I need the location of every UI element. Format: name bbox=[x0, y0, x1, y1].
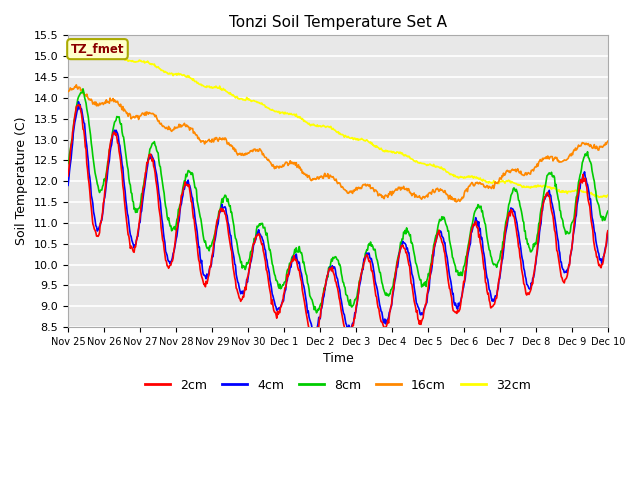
Legend: 2cm, 4cm, 8cm, 16cm, 32cm: 2cm, 4cm, 8cm, 16cm, 32cm bbox=[140, 374, 536, 397]
Title: Tonzi Soil Temperature Set A: Tonzi Soil Temperature Set A bbox=[229, 15, 447, 30]
X-axis label: Time: Time bbox=[323, 352, 353, 365]
Text: TZ_fmet: TZ_fmet bbox=[71, 43, 124, 56]
Y-axis label: Soil Temperature (C): Soil Temperature (C) bbox=[15, 117, 28, 245]
